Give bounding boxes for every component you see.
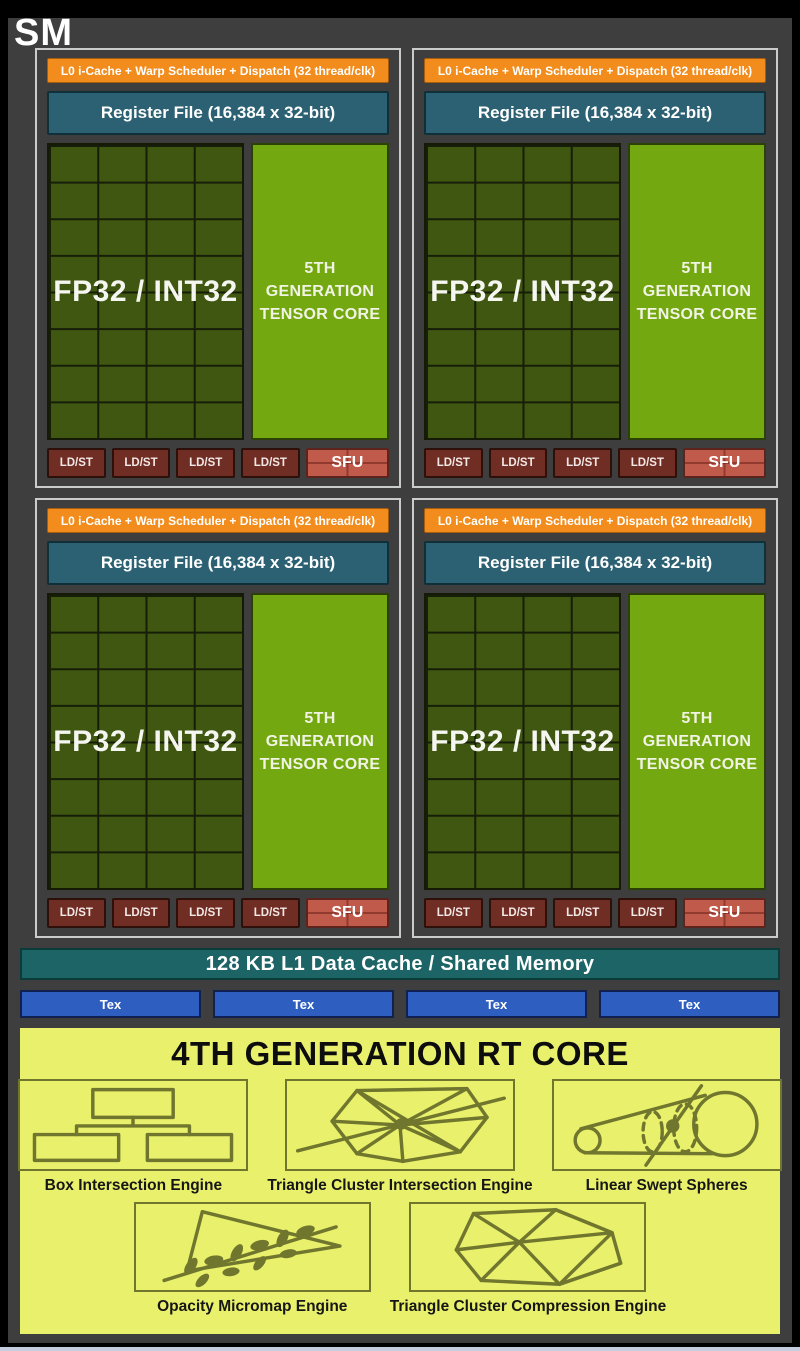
ldst-unit: LD/ST (553, 448, 613, 478)
fp32-int32-grid: FP32 / INT32 (424, 143, 621, 440)
ldst-unit: LD/ST (241, 448, 300, 478)
engine-box (285, 1079, 515, 1172)
fp32-int32-label: FP32 / INT32 (53, 274, 238, 308)
fp32-int32-label: FP32 / INT32 (53, 724, 238, 758)
core-row: FP32 / INT32 5TH GENERATION TENSOR CORE (47, 143, 389, 440)
ldst-unit: LD/ST (488, 898, 548, 928)
sm-partition: L0 i-Cache + Warp Scheduler + Dispatch (… (35, 48, 401, 488)
rt-core-panel: 4TH GENERATION RT CORE Box Intersection … (18, 1028, 782, 1334)
engine-label: Triangle Cluster Compression Engine (389, 1298, 667, 1316)
sm-partition: L0 i-Cache + Warp Scheduler + Dispatch (… (412, 48, 778, 488)
ldst-unit: LD/ST (618, 448, 677, 478)
ldst-unit: LD/ST (424, 448, 483, 478)
rt-core-title: 4TH GENERATION RT CORE (171, 1035, 629, 1072)
tensor-core-line: 5TH (304, 709, 336, 727)
tex-unit: Tex (213, 990, 394, 1018)
box-tree-icon (33, 1088, 234, 1163)
sfu-unit: SFU (682, 898, 766, 928)
engine-label: Triangle Cluster Intersection Engine (267, 1177, 533, 1195)
ldst-unit: LD/ST (111, 448, 171, 478)
warp-scheduler-bar: L0 i-Cache + Warp Scheduler + Dispatch (… (47, 508, 389, 533)
swept-spheres-icon (573, 1084, 759, 1168)
tex-unit: Tex (20, 990, 201, 1018)
core-row: FP32 / INT32 5TH GENERATION TENSOR CORE (47, 593, 389, 890)
ldst-sfu-row: LD/ST LD/ST LD/ST LD/ST SFU (47, 898, 389, 928)
tensor-core-line: TENSOR CORE (636, 756, 758, 774)
sfu-unit: SFU (305, 448, 389, 478)
ldst-sfu-row: LD/ST LD/ST LD/ST LD/ST SFU (424, 898, 766, 928)
tensor-core-block: 5TH GENERATION TENSOR CORE (628, 143, 766, 440)
engine-label: Opacity Micromap Engine (157, 1298, 348, 1316)
tensor-core-block: 5TH GENERATION TENSOR CORE (251, 143, 389, 440)
tensor-core-line: TENSOR CORE (259, 756, 381, 774)
tensor-core-block: 5TH GENERATION TENSOR CORE (628, 593, 766, 890)
engine-opacity-micromap: Opacity Micromap Engine (133, 1202, 371, 1316)
ldst-unit: LD/ST (553, 898, 613, 928)
tensor-core-line: GENERATION (265, 732, 375, 750)
engine-box (18, 1079, 249, 1172)
fp32-int32-grid: FP32 / INT32 (424, 593, 621, 890)
sm-partition: L0 i-Cache + Warp Scheduler + Dispatch (… (35, 498, 401, 938)
l1-data-cache-bar: 128 KB L1 Data Cache / Shared Memory (20, 948, 780, 980)
engine-box-intersection: Box Intersection Engine (18, 1079, 249, 1195)
sfu-unit: SFU (305, 898, 389, 928)
ldst-unit: LD/ST (241, 898, 300, 928)
ldst-unit: LD/ST (47, 448, 106, 478)
ldst-unit: LD/ST (176, 898, 236, 928)
fp32-int32-label: FP32 / INT32 (430, 724, 615, 758)
engine-box (133, 1202, 371, 1293)
tex-unit: Tex (599, 990, 780, 1018)
leaf-branch-triangle-icon (162, 1210, 342, 1288)
ldst-sfu-row: LD/ST LD/ST LD/ST LD/ST SFU (424, 448, 766, 478)
tensor-core-line: GENERATION (642, 732, 752, 750)
tensor-core-line: TENSOR CORE (259, 306, 381, 324)
page-title: SM (14, 12, 73, 54)
fp32-int32-label: FP32 / INT32 (430, 274, 615, 308)
ldst-unit: LD/ST (488, 448, 548, 478)
sm-partition-grid: L0 i-Cache + Warp Scheduler + Dispatch (… (35, 48, 778, 938)
tensor-core-block: 5TH GENERATION TENSOR CORE (251, 593, 389, 890)
ldst-sfu-row: LD/ST LD/ST LD/ST LD/ST SFU (47, 448, 389, 478)
engine-label: Linear Swept Spheres (585, 1177, 748, 1195)
ldst-unit: LD/ST (47, 898, 106, 928)
engine-triangle-cluster-intersection: Triangle Cluster Intersection Engine (267, 1079, 533, 1195)
ldst-unit: LD/ST (176, 448, 236, 478)
fp32-int32-grid: FP32 / INT32 (47, 143, 244, 440)
rt-engine-row-1: Box Intersection Engine Triangle Cluster… (18, 1079, 782, 1195)
triangle-cluster-ray-icon (295, 1087, 506, 1164)
page-bottom-edge (0, 1347, 800, 1351)
sm-panel: SM L0 i-Cache + Warp Scheduler + Dispatc… (8, 14, 792, 1343)
engine-label: Box Intersection Engine (44, 1177, 223, 1195)
sfu-unit: SFU (682, 448, 766, 478)
warp-scheduler-bar: L0 i-Cache + Warp Scheduler + Dispatch (… (424, 508, 766, 533)
sm-partition: L0 i-Cache + Warp Scheduler + Dispatch (… (412, 498, 778, 938)
fp32-int32-grid: FP32 / INT32 (47, 593, 244, 890)
core-row: FP32 / INT32 5TH GENERATION TENSOR CORE (424, 593, 766, 890)
tensor-core-line: 5TH (681, 709, 713, 727)
tensor-core-line: TENSOR CORE (636, 306, 758, 324)
tensor-core-line: 5TH (304, 259, 336, 277)
register-file-bar: Register File (16,384 x 32-bit) (424, 91, 766, 135)
engine-linear-swept-spheres: Linear Swept Spheres (551, 1079, 782, 1195)
ldst-unit: LD/ST (618, 898, 677, 928)
engine-box (551, 1079, 782, 1172)
ldst-unit: LD/ST (424, 898, 483, 928)
tensor-core-line: GENERATION (265, 282, 375, 300)
engine-box (409, 1202, 647, 1293)
ldst-unit: LD/ST (111, 898, 171, 928)
register-file-bar: Register File (16,384 x 32-bit) (47, 541, 389, 585)
engine-triangle-cluster-compression: Triangle Cluster Compression Engine (390, 1202, 666, 1316)
rt-engine-row-2: Opacity Micromap Engine Triangle Cluster… (133, 1202, 666, 1316)
register-file-bar: Register File (16,384 x 32-bit) (47, 91, 389, 135)
tex-unit: Tex (406, 990, 587, 1018)
tensor-core-line: 5TH (681, 259, 713, 277)
warp-scheduler-bar: L0 i-Cache + Warp Scheduler + Dispatch (… (424, 58, 766, 83)
core-row: FP32 / INT32 5TH GENERATION TENSOR CORE (424, 143, 766, 440)
tex-unit-row: Tex Tex Tex Tex (20, 990, 780, 1018)
register-file-bar: Register File (16,384 x 32-bit) (424, 541, 766, 585)
warp-scheduler-bar: L0 i-Cache + Warp Scheduler + Dispatch (… (47, 58, 389, 83)
tensor-core-line: GENERATION (642, 282, 752, 300)
triangle-cluster-icon (455, 1208, 623, 1287)
